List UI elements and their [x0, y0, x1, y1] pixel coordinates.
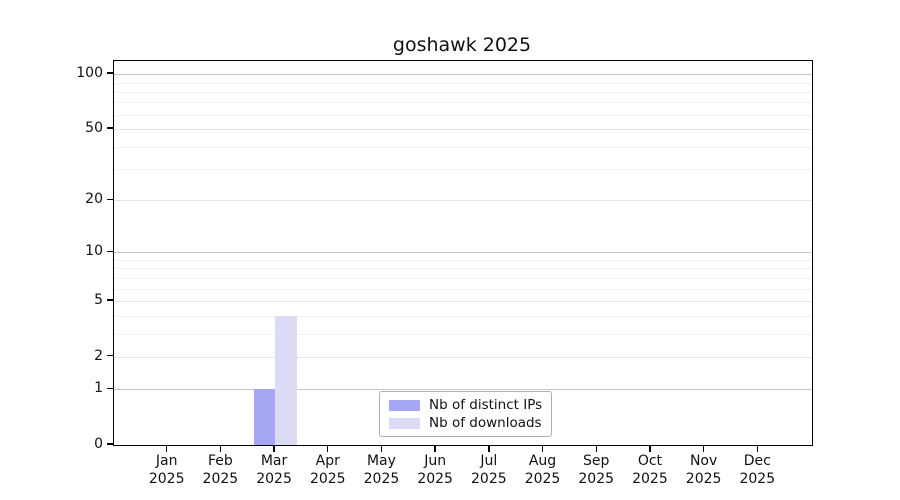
y-tick-mark [107, 72, 113, 74]
x-tick-mark [541, 445, 544, 452]
x-tick-label: Aug 2025 [524, 453, 561, 487]
y-tick-label: 50 [85, 120, 103, 137]
legend: Nb of distinct IPs Nb of downloads [379, 391, 552, 437]
legend-item-distinct-ips: Nb of distinct IPs [389, 398, 551, 412]
y-tick-label: 20 [85, 191, 103, 208]
minor-gridline [114, 315, 812, 317]
minor-gridline [114, 82, 812, 84]
legend-label: Nb of downloads [429, 415, 542, 431]
x-tick-label: Sep 2025 [578, 453, 615, 487]
x-tick-label: Apr 2025 [309, 453, 346, 487]
minor-gridline [114, 91, 812, 93]
x-tick-mark [327, 445, 329, 452]
gridline [114, 356, 812, 358]
bar-distinct_ips-mar [253, 389, 276, 445]
x-tick-label: Mar 2025 [256, 453, 292, 487]
x-tick-label: Nov 2025 [685, 453, 722, 487]
minor-gridline [114, 102, 812, 104]
minor-gridline [114, 259, 812, 261]
minor-gridline [114, 288, 812, 290]
y-tick-mark [107, 250, 113, 253]
y-tick-mark [107, 387, 113, 389]
gridline [114, 301, 812, 303]
minor-gridline [114, 333, 812, 335]
x-tick-mark [165, 445, 168, 452]
minor-gridline [114, 268, 812, 270]
x-tick-mark [756, 445, 758, 452]
legend-item-downloads: Nb of downloads [389, 416, 551, 430]
plot-area [113, 60, 813, 446]
bar-downloads-mar [275, 315, 297, 445]
y-tick-mark [107, 299, 113, 301]
x-tick-mark [595, 445, 597, 452]
major-gridline [114, 252, 812, 254]
legend-swatch-distinct-ips [389, 399, 420, 411]
x-tick-mark [649, 445, 651, 452]
x-tick-label: Oct 2025 [632, 453, 668, 487]
x-tick-mark [434, 445, 436, 452]
minor-gridline [114, 169, 812, 171]
major-gridline [114, 74, 812, 76]
minor-gridline [114, 146, 812, 148]
x-tick-mark [273, 445, 275, 452]
gridline [114, 200, 812, 202]
x-tick-label: Feb 2025 [202, 453, 239, 487]
x-tick-label: Jul 2025 [471, 453, 507, 487]
y-tick-mark [107, 127, 113, 129]
x-tick-label: Dec 2025 [739, 453, 776, 487]
gridline [114, 129, 812, 131]
major-gridline [114, 389, 812, 391]
x-tick-mark [488, 445, 490, 452]
y-tick-label: 2 [94, 347, 103, 364]
y-tick-label: 0 [94, 436, 103, 452]
y-tick-label: 1 [94, 380, 103, 397]
y-tick-label: 100 [76, 65, 103, 82]
legend-swatch-downloads [389, 417, 420, 429]
x-tick-label: Jun 2025 [417, 453, 453, 487]
chart-title: goshawk 2025 [392, 34, 532, 56]
x-tick-mark [219, 445, 222, 452]
x-tick-mark [702, 445, 705, 452]
minor-gridline [114, 277, 812, 279]
y-tick-mark [107, 355, 113, 357]
legend-label: Nb of distinct IPs [429, 397, 543, 413]
y-tick-label: 5 [94, 292, 103, 309]
y-tick-label: 10 [85, 243, 103, 260]
y-tick-mark [107, 198, 113, 201]
y-tick-mark [107, 443, 113, 445]
x-tick-mark [380, 445, 383, 452]
x-tick-label: May 2025 [363, 453, 400, 487]
minor-gridline [114, 114, 812, 116]
x-tick-label: Jan 2025 [148, 453, 185, 487]
